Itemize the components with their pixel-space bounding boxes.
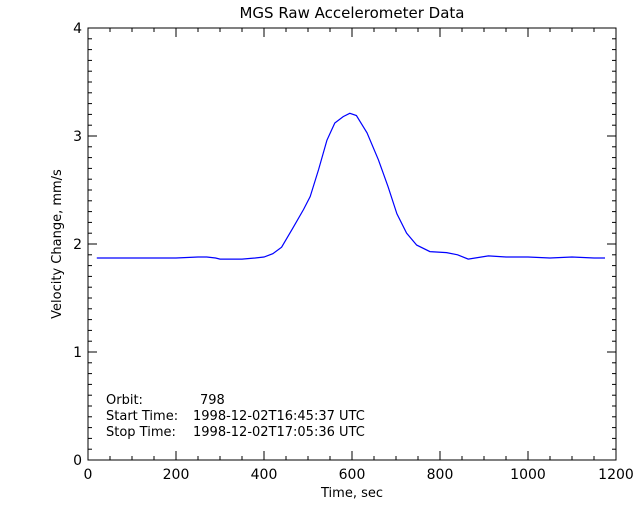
orbit-value: 798 [200, 393, 225, 408]
axis-ticks [87, 27, 617, 461]
y-axis-label: Velocity Change, mm/s [50, 169, 65, 319]
x-tick-label: 800 [427, 467, 454, 483]
start-time-label: Start Time: [106, 409, 178, 424]
x-tick-labels: 0 200 400 600 800 1000 1200 [84, 467, 634, 483]
start-time-value: 1998-12-02T16:45:37 UTC [193, 409, 365, 424]
x-tick-label: 200 [163, 467, 190, 483]
y-tick-labels: 0 1 2 3 4 [73, 21, 82, 469]
x-tick-label: 400 [251, 467, 278, 483]
y-tick-label: 4 [73, 21, 82, 37]
y-tick-label: 2 [73, 237, 82, 253]
series-line [96, 112, 605, 260]
orbit-label: Orbit: [106, 393, 143, 408]
x-axis-label: Time, sec [320, 486, 383, 501]
y-tick-label: 1 [73, 345, 82, 361]
stop-time-label: Stop Time: [106, 425, 176, 440]
plot-frame [87, 27, 617, 461]
x-tick-label: 1200 [598, 467, 634, 483]
y-tick-label: 0 [73, 453, 82, 469]
chart-title: MGS Raw Accelerometer Data [239, 4, 464, 22]
stop-time-value: 1998-12-02T17:05:36 UTC [193, 425, 365, 440]
orbit-info: Orbit: 798 Start Time: 1998-12-02T16:45:… [106, 393, 365, 440]
x-tick-label: 600 [339, 467, 366, 483]
x-tick-label: 0 [84, 467, 93, 483]
x-tick-label: 1000 [510, 467, 546, 483]
y-tick-label: 3 [73, 129, 82, 145]
